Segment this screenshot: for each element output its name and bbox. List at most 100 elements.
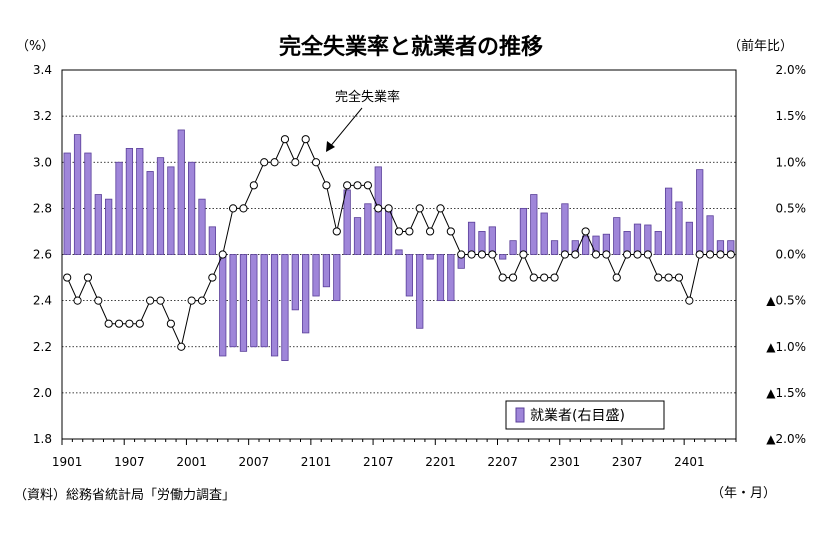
- line-series: [63, 135, 735, 351]
- bar: [136, 148, 144, 255]
- x-tick-label: 2107: [363, 455, 394, 469]
- line-point: [643, 250, 652, 259]
- line-point: [519, 250, 528, 259]
- line-point: [540, 273, 549, 282]
- line-point: [415, 204, 424, 213]
- right-tick-label: 0.5%: [776, 201, 807, 215]
- line-point: [187, 296, 196, 305]
- left-tick-label: 1.8: [33, 432, 52, 446]
- bar: [685, 221, 693, 255]
- left-tick-label: 3.4: [33, 63, 52, 77]
- line-point: [695, 250, 704, 259]
- bar: [664, 187, 673, 255]
- line-point: [446, 227, 455, 236]
- chart-title: 完全失業率と就業者の推移: [279, 34, 543, 60]
- line-point: [332, 227, 341, 236]
- line-point: [394, 227, 404, 236]
- bar: [385, 207, 393, 255]
- bar: [146, 171, 154, 255]
- bar: [219, 254, 227, 357]
- bar: [395, 249, 403, 255]
- bar: [177, 129, 185, 255]
- bar: [291, 254, 299, 311]
- x-axis-unit: （年・月）: [711, 486, 777, 501]
- line-point: [664, 273, 673, 282]
- line-point: [457, 250, 466, 259]
- bar: [436, 254, 445, 302]
- bar: [582, 235, 590, 255]
- x-tick-label: 2307: [612, 455, 643, 469]
- line-point: [104, 319, 113, 328]
- line-point: [426, 227, 435, 236]
- bar: [239, 254, 248, 352]
- bar: [353, 217, 362, 255]
- bar: [156, 157, 165, 255]
- plot-frame: [61, 69, 737, 440]
- right-tick-label: ▲0.5%: [766, 294, 806, 308]
- line-point: [83, 273, 93, 282]
- line-point: [177, 342, 186, 351]
- bar: [260, 254, 268, 348]
- bar: [540, 212, 548, 255]
- line-point: [280, 135, 290, 144]
- bar: [281, 254, 289, 361]
- x-tick-label: 2007: [239, 455, 270, 469]
- line-point: [529, 273, 538, 282]
- right-axis-unit: （前年比）: [728, 38, 793, 54]
- line-annotation-label: 完全失業率: [335, 89, 400, 105]
- bar: [333, 254, 341, 302]
- annotation-arrow: [328, 107, 363, 149]
- bar: [198, 198, 206, 255]
- line-point: [146, 296, 155, 305]
- line-point: [685, 296, 694, 305]
- line-point: [654, 273, 663, 282]
- bar: [405, 254, 413, 297]
- line-point: [63, 273, 72, 282]
- bar-series: [63, 129, 735, 361]
- legend-label: 就業者(右目盛): [530, 408, 625, 424]
- legend-swatch: [515, 407, 525, 423]
- line-point: [353, 181, 362, 190]
- x-tick-label: 2001: [176, 455, 207, 469]
- line-point: [249, 181, 258, 190]
- line-point: [467, 250, 476, 259]
- bar: [675, 201, 683, 255]
- left-tick-label: 2.2: [33, 340, 52, 354]
- right-tick-label: 2.0%: [776, 63, 807, 77]
- line-point: [602, 250, 611, 259]
- bar: [229, 254, 237, 348]
- bar: [167, 166, 175, 255]
- bar: [499, 254, 507, 260]
- bar: [654, 231, 662, 255]
- line-point: [488, 250, 497, 259]
- right-tick-label: ▲2.0%: [766, 432, 806, 446]
- line-point: [228, 204, 238, 213]
- x-tick-label: 2207: [487, 455, 518, 469]
- source-note: （資料）総務省統計局「労働力調査」: [14, 488, 236, 503]
- bar: [312, 254, 320, 297]
- line-point: [374, 204, 383, 213]
- x-tick-label: 1901: [52, 455, 83, 469]
- bar: [530, 194, 538, 255]
- bar: [250, 254, 258, 348]
- bar: [188, 161, 196, 255]
- bar: [633, 223, 642, 255]
- legend-box: [505, 400, 665, 430]
- x-tick-label: 1907: [114, 455, 145, 469]
- line-point: [197, 296, 207, 305]
- line-point: [135, 319, 144, 328]
- bar: [208, 226, 216, 255]
- line-point: [291, 158, 300, 167]
- bar: [322, 254, 331, 288]
- line-point: [260, 158, 269, 167]
- left-tick-label: 2.6: [33, 248, 52, 262]
- bar: [343, 189, 351, 255]
- legend: 就業者(右目盛): [505, 400, 665, 430]
- line-point: [156, 296, 165, 305]
- line-point: [591, 250, 601, 259]
- line-point: [560, 250, 570, 259]
- right-tick-label: 1.0%: [776, 155, 807, 169]
- left-tick-label: 3.0: [33, 155, 52, 169]
- line-point: [343, 181, 352, 190]
